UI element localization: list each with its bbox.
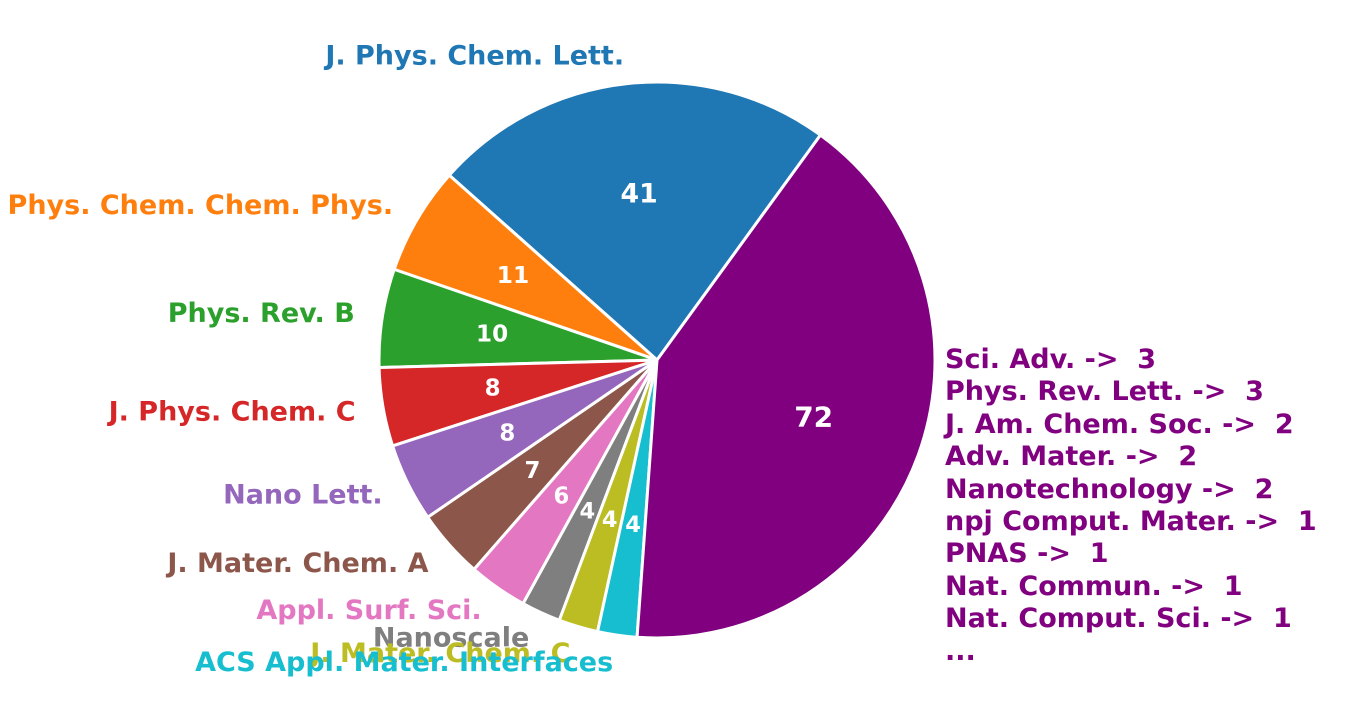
pie-value-label-j-phys-chem-lett: 41 bbox=[621, 179, 658, 210]
others-breakdown-item: J. Am. Chem. Soc. -> 2 bbox=[945, 408, 1294, 440]
pie-category-label-phys-chem-chem-phys: Phys. Chem. Chem. Phys. bbox=[8, 190, 394, 221]
pie-value-label-nano-lett: 8 bbox=[499, 421, 515, 447]
pie-value-label-nanoscale: 4 bbox=[579, 499, 595, 525]
others-breakdown-item: Nat. Commun. -> 1 bbox=[945, 570, 1243, 602]
pie-value-label-j-mater-chem-c: 4 bbox=[602, 507, 618, 533]
pie-value-label-acs-appl-mater-interfaces: 4 bbox=[625, 512, 641, 538]
pie-category-label-j-phys-chem-c: J. Phys. Chem. C bbox=[107, 396, 356, 427]
pie-category-label-j-mater-chem-c: J. Mater. Chem. C bbox=[308, 638, 570, 669]
others-breakdown-item: Nanotechnology -> 2 bbox=[945, 473, 1274, 505]
others-breakdown-item: Sci. Adv. -> 3 bbox=[945, 344, 1157, 375]
pie-category-label-j-phys-chem-lett: J. Phys. Chem. Lett. bbox=[323, 41, 624, 72]
pie-category-label-acs-appl-mater-interfaces: ACS Appl. Mater. Interfaces bbox=[195, 647, 613, 678]
pie-category-label-nanoscale: Nanoscale bbox=[373, 622, 529, 653]
pie-value-label-others: 72 bbox=[794, 401, 833, 434]
pie-value-label-phys-chem-chem-phys: 11 bbox=[497, 262, 529, 289]
others-breakdown-list: Sci. Adv. -> 3 Phys. Rev. Lett. -> 3 J. Am… bbox=[945, 344, 1317, 668]
pie-category-labels: J. Phys. Chem. Lett. Phys. Chem. Chem. Ph… bbox=[8, 41, 625, 679]
pie-value-label-appl-surf-sci: 6 bbox=[554, 484, 570, 510]
others-breakdown-item: Phys. Rev. Lett. -> 3 bbox=[945, 376, 1264, 408]
pie-category-label-phys-rev-b: Phys. Rev. B bbox=[168, 298, 355, 329]
pie-value-label-j-mater-chem-a: 7 bbox=[524, 458, 540, 484]
pie-value-label-j-phys-chem-c: 8 bbox=[485, 375, 501, 401]
pie-wedges bbox=[377, 80, 937, 640]
others-breakdown-item: Nat. Comput. Sci. -> 1 bbox=[945, 603, 1292, 635]
pie-category-label-j-mater-chem-a: J. Mater. Chem. A bbox=[165, 548, 428, 579]
pie-value-label-phys-rev-b: 10 bbox=[476, 322, 508, 348]
pie-category-label-nano-lett: Nano Lett. bbox=[223, 480, 383, 511]
pie-category-label-appl-surf-sci: Appl. Surf. Sci. bbox=[256, 595, 481, 626]
others-breakdown-item: npj Comput. Mater. -> 1 bbox=[945, 506, 1317, 538]
others-breakdown-item: Adv. Mater. -> 2 bbox=[945, 441, 1198, 473]
pie-slice-others bbox=[635, 133, 937, 640]
others-breakdown-item: ... bbox=[945, 635, 976, 667]
others-breakdown-item: PNAS -> 1 bbox=[945, 538, 1109, 570]
pie-slice-j-phys-chem-lett bbox=[447, 80, 822, 362]
